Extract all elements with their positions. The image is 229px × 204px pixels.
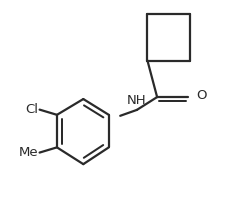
Text: O: O [197, 89, 207, 102]
Text: NH: NH [127, 94, 147, 107]
Text: Cl: Cl [26, 103, 39, 116]
Text: Me: Me [19, 146, 39, 159]
